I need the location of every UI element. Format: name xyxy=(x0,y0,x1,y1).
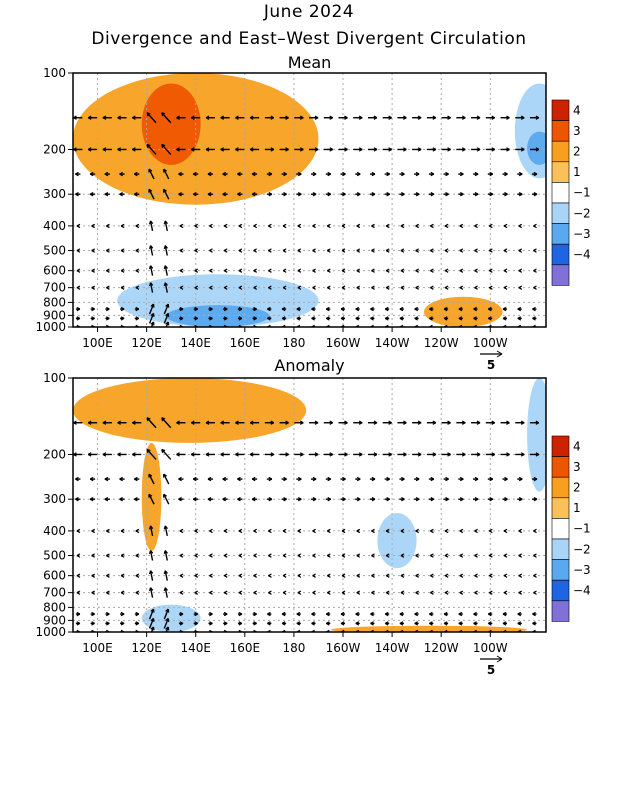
colorbar-label: −3 xyxy=(573,563,591,577)
y-tick-label: 900 xyxy=(43,308,66,322)
x-tick-label: 180 xyxy=(282,641,305,655)
colorbar-label: −4 xyxy=(573,584,591,598)
colorbar-label: 2 xyxy=(573,481,581,495)
colorbar-label: −2 xyxy=(573,206,591,220)
x-tick-label: 180 xyxy=(282,336,305,350)
colorbar-swatch xyxy=(551,435,570,457)
y-tick-label: 100 xyxy=(43,371,66,385)
colorbar-swatch xyxy=(551,202,570,224)
y-tick-label: 900 xyxy=(43,613,66,627)
colorbar-swatch xyxy=(551,243,570,266)
colorbar-swatch xyxy=(551,161,570,183)
x-tick-label: 100E xyxy=(82,641,113,655)
colorbar-swatch xyxy=(551,538,570,560)
colorbar-label: 2 xyxy=(573,145,581,159)
x-tick-label: 120W xyxy=(424,641,459,655)
divergence-region-5 xyxy=(166,305,270,327)
colorbar-label: 4 xyxy=(573,439,581,453)
divergence-region-3 xyxy=(527,131,546,165)
x-tick-label: 100W xyxy=(473,641,508,655)
x-tick-label: 160W xyxy=(326,641,361,655)
divergence-region-1 xyxy=(141,83,201,165)
colorbar-label: 4 xyxy=(573,103,581,117)
x-tick-label: 100E xyxy=(82,336,113,350)
colorbar-swatch xyxy=(551,99,570,121)
y-tick-label: 700 xyxy=(43,586,66,600)
colorbar-swatch xyxy=(551,223,570,245)
y-tick-label: 100 xyxy=(43,66,66,80)
x-tick-label: 140W xyxy=(375,336,410,350)
colorbar-label: 1 xyxy=(573,165,581,179)
y-tick-label: 400 xyxy=(43,524,66,538)
colorbar-swatch xyxy=(551,518,570,540)
x-tick-label: 160W xyxy=(326,336,361,350)
x-tick-label: 140E xyxy=(180,336,211,350)
colorbar-label: −2 xyxy=(573,542,591,556)
vector-field xyxy=(73,417,540,632)
plot-frame xyxy=(72,72,547,328)
x-tick-label: 120E xyxy=(131,336,162,350)
y-tick-label: 700 xyxy=(43,281,66,295)
divergence-region-2 xyxy=(527,378,546,492)
x-tick-label: 160E xyxy=(230,336,261,350)
vector-field xyxy=(73,112,540,327)
x-tick-label: 140W xyxy=(375,641,410,655)
colorbar-swatch xyxy=(551,600,570,622)
figure-main-title: Divergence and East–West Divergent Circu… xyxy=(91,29,527,49)
colorbar-label: 3 xyxy=(573,460,581,474)
panel-title: Mean xyxy=(288,53,332,72)
y-tick-label: 300 xyxy=(43,492,66,506)
colorbar-swatch xyxy=(551,456,570,478)
colorbar-swatch xyxy=(551,579,570,602)
colorbar-swatch xyxy=(551,120,570,142)
colorbar-swatch xyxy=(551,559,570,581)
divergence-region-4 xyxy=(141,604,201,632)
y-tick-label: 500 xyxy=(43,244,66,258)
figure-date-title: June 2024 xyxy=(263,2,355,22)
x-tick-label: 100W xyxy=(473,336,508,350)
y-tick-label: 200 xyxy=(43,142,66,156)
divergence-region-3 xyxy=(377,512,417,569)
panel-anomaly: Anomaly 100E 120E 140E 160E 180 160W 140W 120W 10… xyxy=(35,356,590,677)
divergence-region-1 xyxy=(141,442,162,552)
y-tick-label: 400 xyxy=(43,219,66,233)
y-tick-label: 1000 xyxy=(35,320,66,334)
colorbar-swatch xyxy=(551,497,570,519)
colorbar-label: −1 xyxy=(573,186,591,200)
x-tick-label: 160E xyxy=(230,641,261,655)
shading-layer xyxy=(73,378,546,632)
y-tick-label: 500 xyxy=(43,549,66,563)
colorbar-label: −1 xyxy=(573,522,591,536)
colorbar-swatch xyxy=(551,264,570,286)
x-tick-label: 120W xyxy=(424,336,459,350)
panel-mean: Mean 100E 120E 140E 160E 180 160W 140W 120W 100W 1… xyxy=(35,53,590,372)
vector-key-label: 5 xyxy=(487,663,495,677)
colorbar-label: 1 xyxy=(573,501,581,515)
colorbar: 4 3 2 1 −1 −2 −3 −4 xyxy=(551,99,591,286)
colorbar-swatch xyxy=(551,140,570,163)
x-tick-label: 120E xyxy=(131,641,162,655)
divergence-region-6 xyxy=(424,296,503,327)
x-tick-label: 140E xyxy=(180,641,211,655)
plot-frame xyxy=(72,377,547,633)
vector-key-label: 5 xyxy=(487,358,495,372)
colorbar-swatch xyxy=(551,476,570,499)
panel-title: Anomaly xyxy=(274,356,344,375)
divergence-region-5 xyxy=(330,625,528,632)
colorbar-label: −3 xyxy=(573,227,591,241)
y-tick-label: 200 xyxy=(43,447,66,461)
y-tick-label: 600 xyxy=(43,264,66,278)
colorbar-label: −4 xyxy=(573,248,591,262)
y-tick-label: 800 xyxy=(43,600,66,614)
colorbar-swatch xyxy=(551,182,570,204)
colorbar-label: 3 xyxy=(573,124,581,138)
colorbar: 4 3 2 1 −1 −2 −3 −4 xyxy=(551,435,591,622)
y-tick-label: 1000 xyxy=(35,625,66,639)
y-tick-label: 800 xyxy=(43,295,66,309)
divergence-region-0 xyxy=(73,378,307,443)
y-tick-label: 300 xyxy=(43,187,66,201)
y-tick-label: 600 xyxy=(43,569,66,583)
